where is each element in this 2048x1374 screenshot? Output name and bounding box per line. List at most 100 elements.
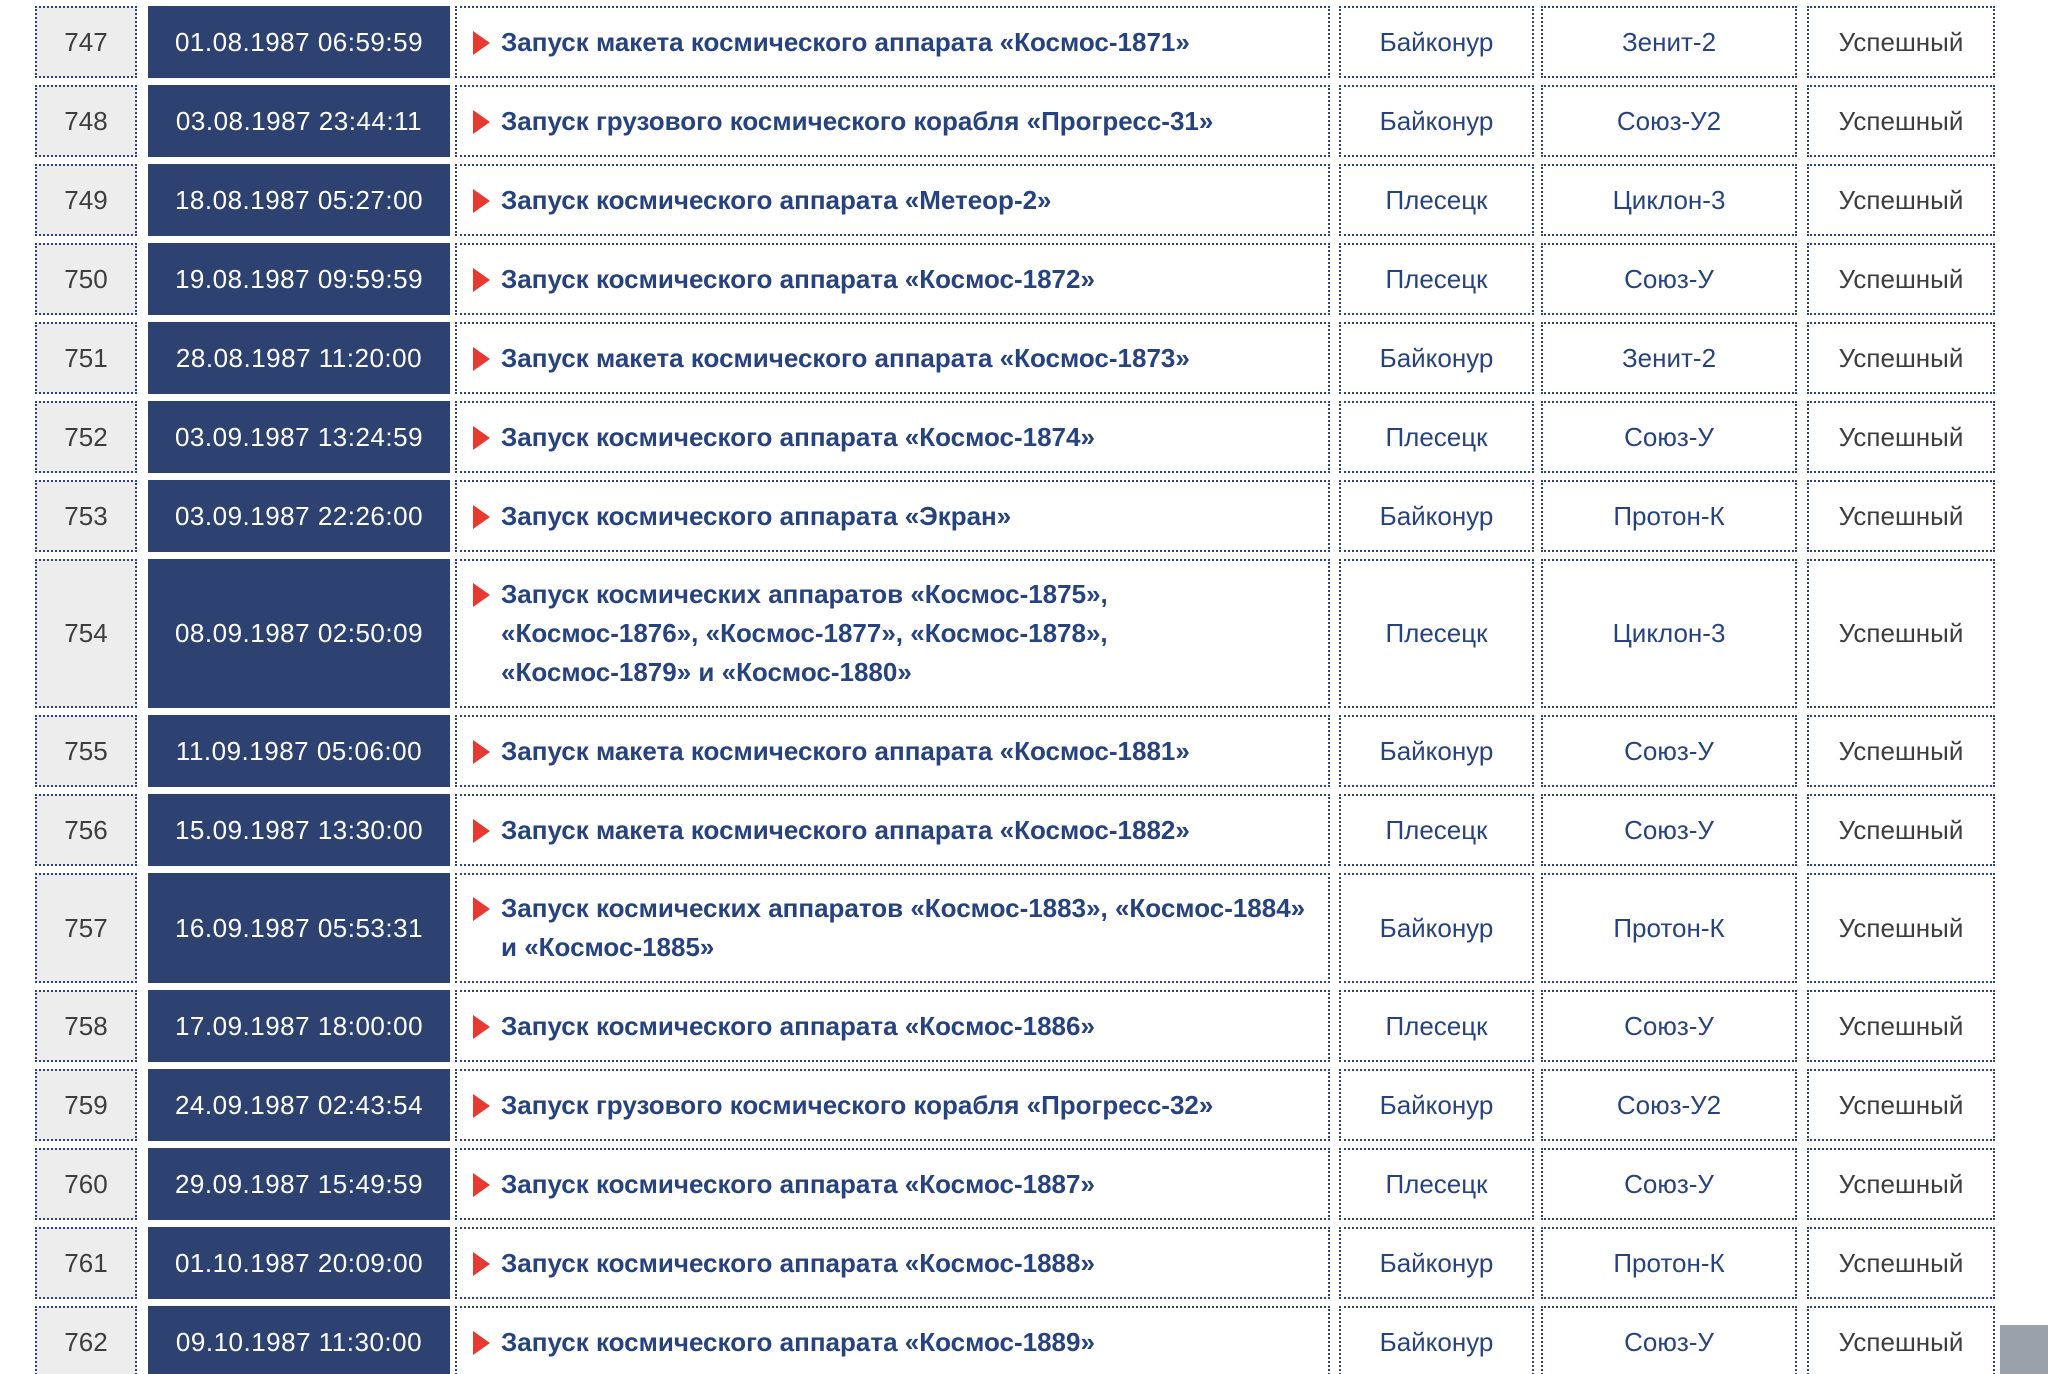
launch-site-cell: Плесецк: [1339, 401, 1534, 473]
launch-description-text: Запуск космического аппарата «Космос-188…: [501, 1168, 1095, 1199]
launch-description-text: Запуск космических аппаратов «Космос-188…: [501, 893, 1306, 962]
launch-status-cell: Успешный: [1807, 401, 1995, 473]
table-row: 753 03.09.1987 22:26:00 Запуск космическ…: [35, 480, 1995, 552]
table-row: 760 29.09.1987 15:49:59 Запуск космическ…: [35, 1148, 1995, 1220]
launch-description-link[interactable]: Запуск космического аппарата «Космос-188…: [455, 990, 1330, 1062]
launch-rocket-cell: Циклон-3: [1541, 164, 1797, 236]
launch-description-link[interactable]: Запуск космического аппарата «Космос-188…: [455, 1148, 1330, 1220]
launch-site-cell: Байконур: [1339, 85, 1534, 157]
launch-description-link[interactable]: Запуск космического аппарата «Космос-187…: [455, 243, 1330, 315]
launch-site-cell: Плесецк: [1339, 794, 1534, 866]
launch-datetime-cell: 01.10.1987 20:09:00: [148, 1227, 450, 1299]
table-row: 758 17.09.1987 18:00:00 Запуск космическ…: [35, 990, 1995, 1062]
red-play-triangle-icon: [473, 109, 490, 134]
launch-site-cell: Плесецк: [1339, 559, 1534, 708]
launch-description-link[interactable]: Запуск макета космического аппарата «Кос…: [455, 6, 1330, 78]
launch-rocket-cell: Союз-У: [1541, 715, 1797, 787]
scroll-to-top-button[interactable]: [2000, 1325, 2048, 1374]
launch-rocket-cell: Зенит-2: [1541, 6, 1797, 78]
launch-status-cell: Успешный: [1807, 480, 1995, 552]
table-row: 754 08.09.1987 02:50:09 Запуск космическ…: [35, 559, 1995, 708]
launch-description-text: Запуск макета космического аппарата «Кос…: [501, 814, 1190, 845]
launch-description-text: Запуск грузового космического корабля «П…: [501, 105, 1214, 136]
red-play-triangle-icon: [473, 188, 490, 213]
launch-description-inner: Запуск космического аппарата «Космос-188…: [473, 1007, 1095, 1046]
launch-site-cell: Байконур: [1339, 873, 1534, 983]
launch-description-link[interactable]: Запуск космического аппарата «Космос-188…: [455, 1306, 1330, 1374]
launch-description-inner: Запуск космического аппарата «Космос-187…: [473, 260, 1095, 299]
red-play-triangle-icon: [473, 1093, 490, 1118]
launch-description-text: Запуск космического аппарата «Космос-187…: [501, 263, 1095, 294]
launch-description-inner: Запуск макета космического аппарата «Кос…: [473, 23, 1190, 62]
launch-status-cell: Успешный: [1807, 322, 1995, 394]
launch-rocket-cell: Протон-К: [1541, 873, 1797, 983]
table-row: 759 24.09.1987 02:43:54 Запуск грузового…: [35, 1069, 1995, 1141]
launch-status-cell: Успешный: [1807, 85, 1995, 157]
red-play-triangle-icon: [473, 267, 490, 292]
launch-datetime-cell: 11.09.1987 05:06:00: [148, 715, 450, 787]
launch-description-link[interactable]: Запуск макета космического аппарата «Кос…: [455, 715, 1330, 787]
launch-description-inner: Запуск космических аппаратов «Космос-188…: [473, 889, 1305, 967]
launch-number-cell: 750: [35, 243, 137, 315]
launch-site-cell: Байконур: [1339, 715, 1534, 787]
launch-number-cell: 756: [35, 794, 137, 866]
launch-description-inner: Запуск макета космического аппарата «Кос…: [473, 732, 1190, 771]
launch-description-text: Запуск космического аппарата «Космос-188…: [501, 1326, 1095, 1357]
launch-site-cell: Байконур: [1339, 6, 1534, 78]
launch-description-inner: Запуск космического аппарата «Космос-188…: [473, 1323, 1095, 1362]
launch-number-cell: 758: [35, 990, 137, 1062]
launch-number-cell: 748: [35, 85, 137, 157]
red-play-triangle-icon: [473, 739, 490, 764]
launch-description-inner: Запуск грузового космического корабля «П…: [473, 1086, 1213, 1125]
launch-site-cell: Плесецк: [1339, 243, 1534, 315]
launch-description-link[interactable]: Запуск космических аппаратов «Космос-188…: [455, 873, 1330, 983]
launch-datetime-cell: 03.09.1987 22:26:00: [148, 480, 450, 552]
launch-description-link[interactable]: Запуск макета космического аппарата «Кос…: [455, 794, 1330, 866]
launch-rocket-cell: Протон-К: [1541, 1227, 1797, 1299]
launch-datetime-cell: 01.08.1987 06:59:59: [148, 6, 450, 78]
launch-status-cell: Успешный: [1807, 164, 1995, 236]
launch-number-cell: 753: [35, 480, 137, 552]
launch-description-inner: Запуск космического аппарата «Космос-188…: [473, 1244, 1095, 1283]
launch-description-link[interactable]: Запуск грузового космического корабля «П…: [455, 1069, 1330, 1141]
launch-description-link[interactable]: Запуск космических аппаратов «Космос-187…: [455, 559, 1330, 708]
launch-description-inner: Запуск грузового космического корабля «П…: [473, 102, 1213, 141]
launch-description-link[interactable]: Запуск космического аппарата «Космос-187…: [455, 401, 1330, 473]
launch-site-cell: Байконур: [1339, 1069, 1534, 1141]
launch-status-cell: Успешный: [1807, 559, 1995, 708]
launch-description-link[interactable]: Запуск грузового космического корабля «П…: [455, 85, 1330, 157]
red-play-triangle-icon: [473, 346, 490, 371]
red-play-triangle-icon: [473, 504, 490, 529]
launch-site-cell: Плесецк: [1339, 164, 1534, 236]
table-row: 756 15.09.1987 13:30:00 Запуск макета ко…: [35, 794, 1995, 866]
launch-description-text: Запуск грузового космического корабля «П…: [501, 1089, 1214, 1120]
launch-rocket-cell: Союз-У: [1541, 401, 1797, 473]
launch-rocket-cell: Союз-У: [1541, 990, 1797, 1062]
launch-description-text: Запуск макета космического аппарата «Кос…: [501, 26, 1190, 57]
launch-rocket-cell: Циклон-3: [1541, 559, 1797, 708]
launch-description-link[interactable]: Запуск космического аппарата «Метеор-2»: [455, 164, 1330, 236]
launch-description-inner: Запуск космического аппарата «Экран»: [473, 497, 1011, 536]
launch-datetime-cell: 15.09.1987 13:30:00: [148, 794, 450, 866]
launch-number-cell: 751: [35, 322, 137, 394]
launch-status-cell: Успешный: [1807, 1069, 1995, 1141]
red-play-triangle-icon: [473, 897, 490, 921]
launch-datetime-cell: 03.09.1987 13:24:59: [148, 401, 450, 473]
red-play-triangle-icon: [473, 1330, 490, 1355]
launch-rocket-cell: Союз-У2: [1541, 85, 1797, 157]
launch-description-link[interactable]: Запуск макета космического аппарата «Кос…: [455, 322, 1330, 394]
launch-description-inner: Запуск макета космического аппарата «Кос…: [473, 339, 1190, 378]
launch-datetime-cell: 08.09.1987 02:50:09: [148, 559, 450, 708]
table-row: 751 28.08.1987 11:20:00 Запуск макета ко…: [35, 322, 1995, 394]
launch-number-cell: 760: [35, 1148, 137, 1220]
launch-description-link[interactable]: Запуск космического аппарата «Космос-188…: [455, 1227, 1330, 1299]
red-play-triangle-icon: [473, 583, 490, 607]
red-play-triangle-icon: [473, 1172, 490, 1197]
table-row: 761 01.10.1987 20:09:00 Запуск космическ…: [35, 1227, 1995, 1299]
launch-site-cell: Байконур: [1339, 1306, 1534, 1374]
launch-number-cell: 762: [35, 1306, 137, 1374]
launch-description-link[interactable]: Запуск космического аппарата «Экран»: [455, 480, 1330, 552]
launch-number-cell: 755: [35, 715, 137, 787]
launch-description-inner: Запуск космического аппарата «Космос-188…: [473, 1165, 1095, 1204]
